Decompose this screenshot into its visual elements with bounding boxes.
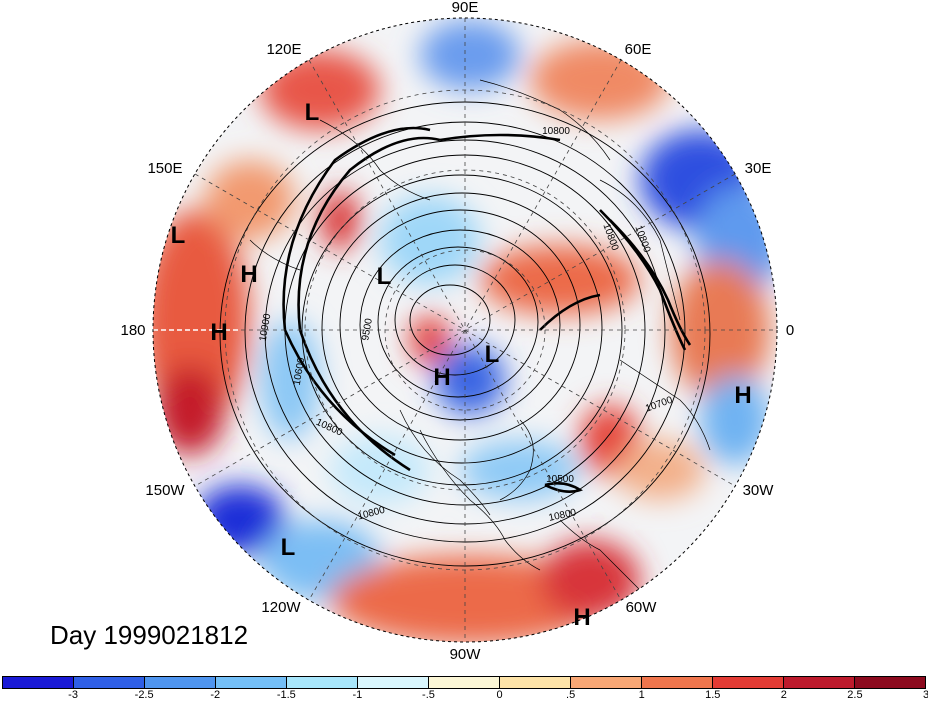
lon-label-150w: 150W xyxy=(145,482,185,499)
colorbar-tick-label: 2 xyxy=(780,689,787,701)
colorbar-swatch xyxy=(216,677,287,688)
colorbar-tick-label: -2.5 xyxy=(134,689,154,701)
colorbar-swatch xyxy=(287,677,358,688)
colorbar-swatch xyxy=(358,677,429,688)
high-center: H xyxy=(734,382,751,409)
high-center: H xyxy=(210,319,227,346)
colorbar-swatch xyxy=(855,677,925,688)
low-center: L xyxy=(305,99,320,126)
colorbar-swatch xyxy=(500,677,571,688)
contour-label: 9500 xyxy=(360,317,375,341)
colorbar-tick-label: 1.5 xyxy=(705,689,721,701)
colorbar-swatch xyxy=(642,677,713,688)
pressure-centers: L L L L L H H H H H xyxy=(171,99,752,631)
jet-contours xyxy=(282,126,692,493)
colorbar-tick-label: 3 xyxy=(922,689,928,701)
plot-title: Day 1999021812 xyxy=(50,620,249,650)
colorbar-swatch xyxy=(429,677,500,688)
colorbar-swatch xyxy=(571,677,642,688)
lon-label-30w: 30W xyxy=(743,482,775,499)
lon-label-90e: 90E xyxy=(452,0,479,16)
lon-label-60e: 60E xyxy=(625,41,652,58)
map-boundary xyxy=(152,17,778,643)
colorbar-tick-label: 2.5 xyxy=(847,689,863,701)
colorbar-swatch xyxy=(3,677,74,688)
colorbar-tick-label: 1 xyxy=(638,689,645,701)
low-center: L xyxy=(171,222,186,249)
colorbar-tick-label: .5 xyxy=(566,689,576,701)
low-center: L xyxy=(377,263,392,290)
colorbar-tick-label: -1 xyxy=(352,689,363,701)
contour-label: 10500 xyxy=(546,474,574,485)
colorbar-tick-label: 0 xyxy=(496,689,503,701)
colorbar-ticks: -3 -2.5 -2 -1.5 -1 -.5 0 .5 1 1.5 2 2.5 3 xyxy=(0,689,928,702)
colorbar-swatch xyxy=(74,677,145,688)
colorbar-tick-label: -.5 xyxy=(422,689,435,701)
contour-label: 10900 xyxy=(258,312,274,342)
colorbar-swatch xyxy=(145,677,216,688)
colorbar-tick-label: -2 xyxy=(210,689,221,701)
lon-label-150e: 150E xyxy=(147,160,182,177)
high-center: H xyxy=(573,604,590,631)
colorbar-tick-label: -3 xyxy=(68,689,78,701)
colorbar-tick-label: -1.5 xyxy=(276,689,296,701)
contour-label: 10800 xyxy=(542,126,570,137)
colorbar xyxy=(2,676,926,689)
colorbar-swatch xyxy=(713,677,784,688)
lon-label-180: 180 xyxy=(120,322,145,339)
polar-map: 90E 60E 30E 0 30W 60W 90W 120W 150W 180 … xyxy=(120,0,794,663)
longitude-labels: 90E 60E 30E 0 30W 60W 90W 120W 150W 180 … xyxy=(120,0,794,663)
lon-label-30e: 30E xyxy=(745,160,772,177)
lon-label-90w: 90W xyxy=(450,646,482,663)
lon-label-60w: 60W xyxy=(626,599,658,616)
low-center: L xyxy=(485,341,500,368)
contour-label: 10600 xyxy=(292,356,308,386)
lon-label-120w: 120W xyxy=(261,599,301,616)
lon-label-120e: 120E xyxy=(266,41,301,58)
coastlines xyxy=(249,79,711,591)
colorbar-swatch xyxy=(784,677,855,688)
high-center: H xyxy=(433,364,450,391)
high-center: H xyxy=(240,261,257,288)
lon-label-0: 0 xyxy=(786,322,794,339)
low-center: L xyxy=(281,534,296,561)
